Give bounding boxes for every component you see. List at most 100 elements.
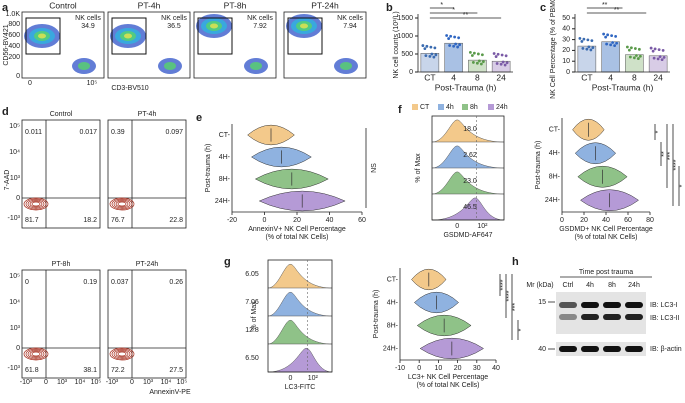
histogram xyxy=(267,291,333,317)
axis-label: GSDMD-AF647 xyxy=(443,232,492,239)
point xyxy=(610,34,614,37)
histogram xyxy=(267,263,333,289)
point xyxy=(479,62,483,66)
contour xyxy=(117,201,127,207)
quadrant-value: 0.097 xyxy=(165,129,183,136)
point xyxy=(495,62,499,65)
axis-label: Post-trauma (h) xyxy=(205,144,212,193)
point xyxy=(585,47,589,51)
tick-label: 40 xyxy=(562,26,570,33)
row-label: 4H- xyxy=(549,150,561,157)
tick-label: 200 xyxy=(8,54,20,61)
tick-label: 0 xyxy=(409,69,413,76)
blot-label: IB: β-actin xyxy=(650,346,682,353)
point xyxy=(661,49,665,52)
x-tick-label: CT xyxy=(424,72,435,82)
plot-title: PT-24h xyxy=(311,0,339,10)
tick-label: 10⁴ xyxy=(75,379,86,386)
tick-label: 1000 xyxy=(397,33,413,40)
contour xyxy=(109,347,135,361)
row-label: 4H- xyxy=(387,299,399,306)
axis-label: LC3+ NK Cell Percentage xyxy=(408,374,488,381)
band xyxy=(603,302,621,308)
point xyxy=(580,40,584,43)
axis-label: 7-AAD xyxy=(4,170,11,191)
row-label: 8H- xyxy=(549,174,561,181)
point xyxy=(581,46,585,50)
gate-label: NK cells xyxy=(337,15,363,22)
tick-label: 30 xyxy=(562,36,570,43)
plot-title: PT-4h xyxy=(138,0,161,10)
axis-label: AnnexinV+ NK Cell Percentage xyxy=(248,226,346,233)
quadrant-value: 0 xyxy=(25,279,29,286)
gate-label: NK cells xyxy=(247,15,273,22)
panel-label: d xyxy=(2,106,9,118)
axis-label: (% of total NK Cells) xyxy=(416,382,479,389)
band xyxy=(625,314,643,320)
tick-label: 0 xyxy=(16,195,20,202)
panel-label: g xyxy=(224,256,231,268)
contour xyxy=(113,199,131,209)
blot-title: Time post trauma xyxy=(579,269,633,276)
point xyxy=(578,36,582,40)
point xyxy=(454,42,458,46)
point xyxy=(433,46,437,50)
tick-label: -10 xyxy=(395,365,405,372)
quadrant-value: 0.26 xyxy=(169,279,183,286)
point xyxy=(492,52,496,55)
blot-label: IB: LC3-II xyxy=(650,315,680,322)
legend-swatch xyxy=(438,104,444,110)
tick-label: 1.0K xyxy=(6,11,21,18)
tick-label: 10³ xyxy=(10,175,21,182)
tick-label: 20 xyxy=(293,217,301,224)
axis-label: GSDMD+ NK Cell Percentage xyxy=(559,226,653,233)
point xyxy=(636,57,640,60)
dot-cloud xyxy=(210,23,218,29)
point xyxy=(456,45,460,49)
tick-label: 40 xyxy=(602,217,610,224)
legend-label: 4h xyxy=(446,104,454,111)
significance: * xyxy=(518,328,525,331)
point xyxy=(449,34,453,38)
hist-value: 23.0 xyxy=(463,178,477,185)
tick-label: 400 xyxy=(8,43,20,50)
significance: ** xyxy=(463,12,469,19)
quadrant-value: 18.2 xyxy=(83,217,97,224)
point xyxy=(637,47,641,51)
axis-label: AnnexinV-PE xyxy=(149,389,191,396)
band xyxy=(603,314,621,320)
significance: * xyxy=(452,7,455,14)
point xyxy=(651,49,655,53)
point xyxy=(657,48,661,52)
gate-label: NK cells xyxy=(161,15,187,22)
tick-label: 10³ xyxy=(57,379,68,386)
tick-label: 500 xyxy=(401,51,413,58)
gate-value: 36.5 xyxy=(167,23,181,30)
marker: 40 xyxy=(538,346,546,353)
significance: * xyxy=(440,2,443,9)
x-tick-label: 24 xyxy=(653,72,663,82)
point xyxy=(425,44,429,48)
point xyxy=(615,41,619,45)
panel-label: f xyxy=(398,104,402,116)
row-label: CT- xyxy=(549,127,561,134)
axis-label: (% of total NK Cells) xyxy=(265,234,328,241)
histogram xyxy=(267,319,333,345)
point xyxy=(652,56,656,60)
point xyxy=(606,33,610,37)
blot xyxy=(556,342,646,356)
tick-label: 10² xyxy=(477,223,488,230)
contour xyxy=(27,349,45,359)
row-label: CT- xyxy=(219,132,231,139)
gate-value: 34.9 xyxy=(81,23,95,30)
point xyxy=(649,46,653,50)
tick-label: -10³ xyxy=(106,379,119,386)
point xyxy=(423,47,427,51)
tick-label: 0 xyxy=(28,80,32,87)
blot xyxy=(556,292,646,334)
point xyxy=(434,53,438,57)
contour xyxy=(27,199,45,209)
tick-label: 10 xyxy=(435,365,443,372)
lane-label: 4h xyxy=(586,282,594,289)
point xyxy=(445,34,449,37)
